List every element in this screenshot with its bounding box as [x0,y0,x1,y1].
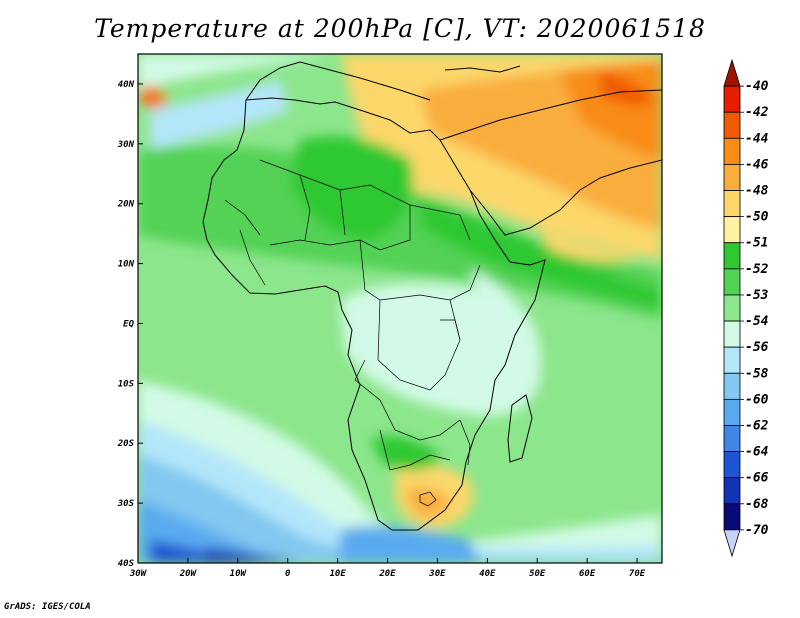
colorbar-label: -44 [745,131,769,146]
colorbar-label: -70 [745,523,769,538]
colorbar-swatch [723,85,741,113]
colorbar-swatch [723,190,741,218]
colorbar-label: -58 [745,366,769,381]
lat-label: EQ [123,319,134,329]
madagascar-coastline [507,394,533,463]
colorbar-swatch [723,503,741,531]
colorbar-swatch [723,216,741,244]
colorbar-swatch [723,164,741,191]
border-line [359,239,481,301]
border-line [459,419,471,466]
lat-label: 20N [117,200,135,210]
mediterranean-east-coast [439,89,662,141]
lon-label: 30E [428,569,446,579]
colorbar-swatch [723,372,741,400]
country-borders [224,159,481,507]
map-title: Temperature at 200hPa [C], VT: 202006151… [94,14,706,43]
border-line [354,359,461,441]
colorbar-label: -60 [745,392,769,407]
colorbar-swatch [723,242,741,270]
lon-label: 50E [529,569,546,579]
lon-label: 10E [329,569,346,579]
border-line [239,229,266,286]
border-line [224,199,261,236]
lat-label: 30N [117,140,135,150]
colorbar-label: -50 [745,210,769,225]
border-line [299,174,311,241]
lake-victoria [440,319,461,341]
colorbar-label: -51 [745,236,768,251]
border-line [379,429,451,471]
colorbar-label: -52 [745,262,769,277]
lat-label: 10S [118,379,135,389]
lesotho-border [419,491,437,507]
border-line [409,204,471,241]
temperature-field [138,54,662,563]
lon-label: 60E [579,569,596,579]
latitude-axis: 40N 30N 20N 10N EQ 10S 20S 30S 40S [117,80,143,569]
border-line [259,159,411,251]
colorbar-swatch [723,398,741,426]
colorbar-swatch [723,477,741,505]
europe-coast [245,61,431,101]
colorbar: -40 -42 -44 -46 -48 -50 -51 -52 -53 -54 -56 -58 -60 -… [723,58,769,558]
lat-label: 40S [118,559,135,569]
colorbar-swatch [723,294,741,322]
lon-label: 40E [479,569,496,579]
colorbar-label: -42 [745,105,769,120]
colorbar-label: -66 [745,471,769,486]
colorbar-swatch [723,320,741,348]
lon-label: 30W [129,569,148,579]
map-frame [137,53,663,564]
colorbar-label: -68 [745,497,769,512]
africa-coastline [202,97,546,531]
lon-label: 20E [378,569,396,579]
lon-label: 70E [629,569,646,579]
colorbar-swatch [723,346,741,374]
lon-label: 10W [230,569,248,579]
colorbar-top-arrow [723,58,741,87]
lon-label: 20W [179,569,198,579]
colorbar-label: -53 [745,288,769,303]
colorbar-label: -46 [745,157,769,172]
colorbar-swatch [723,137,741,165]
colorbar-bottom-arrow [723,529,741,558]
longitude-axis: 30W 20W 10W 0 10E 20E 30E 40E 50E 60E 70E [129,558,646,579]
colorbar-label: -54 [745,314,769,329]
arabia-coastline [469,159,662,236]
colorbar-swatch [723,268,741,296]
border-line [339,189,346,236]
grads-credit: GrADS: IGES/COLA [4,602,91,612]
lat-label: 40N [118,80,135,90]
coastlines [202,61,662,531]
colorbar-swatch [723,451,741,479]
colorbar-swatch [723,425,741,452]
lat-label: 10N [118,260,135,270]
colorbar-label: -56 [745,340,769,355]
lon-label: 0 [285,569,291,579]
colorbar-swatch [723,111,741,139]
lat-label: 20S [117,439,135,449]
colorbar-label: -62 [745,418,769,433]
lat-label: 30S [117,499,135,509]
colorbar-label: -48 [745,184,769,199]
colorbar-label: -64 [745,445,769,460]
colorbar-label: -40 [745,79,769,94]
black-sea-coast [444,65,521,73]
